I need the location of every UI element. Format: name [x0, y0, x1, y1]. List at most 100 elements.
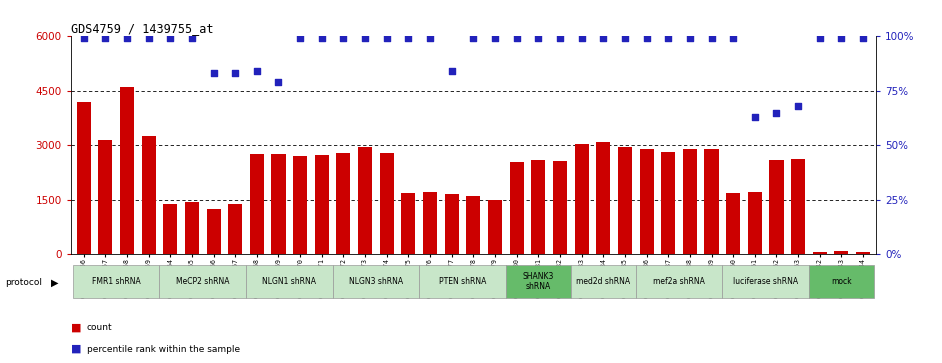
Text: NLGN1 shRNA: NLGN1 shRNA: [262, 277, 317, 286]
Bar: [380, 153, 394, 254]
Bar: [466, 196, 480, 254]
Text: SHANK3
shRNA: SHANK3 shRNA: [523, 272, 554, 291]
Bar: [358, 147, 372, 254]
Bar: [856, 252, 870, 254]
Bar: [401, 193, 415, 254]
Point: [855, 36, 870, 41]
Point: [574, 36, 589, 41]
Text: count: count: [87, 323, 112, 332]
Point: [769, 110, 784, 115]
Text: MeCP2 shRNA: MeCP2 shRNA: [176, 277, 230, 286]
Bar: [76, 102, 90, 254]
Bar: [336, 153, 350, 254]
Bar: [73, 265, 159, 298]
Bar: [726, 193, 740, 254]
Text: ■: ■: [71, 344, 81, 354]
Bar: [571, 265, 636, 298]
Bar: [705, 149, 719, 254]
Bar: [723, 265, 809, 298]
Text: ▶: ▶: [51, 277, 58, 287]
Point: [98, 36, 113, 41]
Bar: [618, 147, 632, 254]
Point: [747, 114, 762, 120]
Text: NLGN3 shRNA: NLGN3 shRNA: [349, 277, 403, 286]
Point: [725, 36, 740, 41]
Bar: [661, 152, 675, 254]
Point: [228, 70, 243, 76]
Bar: [510, 162, 524, 254]
Point: [445, 68, 460, 74]
Point: [812, 36, 827, 41]
Bar: [770, 160, 784, 254]
Bar: [120, 87, 134, 254]
Bar: [809, 265, 874, 298]
Bar: [683, 149, 697, 254]
Text: med2d shRNA: med2d shRNA: [577, 277, 630, 286]
Bar: [813, 252, 827, 254]
Point: [76, 36, 91, 41]
Bar: [575, 144, 589, 254]
Bar: [423, 192, 437, 254]
Bar: [835, 251, 849, 254]
Point: [617, 36, 632, 41]
Bar: [748, 192, 762, 254]
Point: [141, 36, 156, 41]
Point: [185, 36, 200, 41]
Bar: [640, 149, 654, 254]
Bar: [293, 156, 307, 254]
Bar: [228, 204, 242, 254]
Bar: [531, 160, 545, 254]
Point: [704, 36, 719, 41]
Bar: [141, 136, 155, 254]
Bar: [185, 202, 199, 254]
Point: [639, 36, 654, 41]
Bar: [636, 265, 723, 298]
Point: [509, 36, 524, 41]
Bar: [506, 265, 571, 298]
Text: protocol: protocol: [5, 278, 41, 287]
Text: percentile rank within the sample: percentile rank within the sample: [87, 345, 240, 354]
Bar: [333, 265, 419, 298]
Bar: [419, 265, 506, 298]
Bar: [206, 209, 220, 254]
Point: [380, 36, 395, 41]
Bar: [246, 265, 333, 298]
Point: [660, 36, 675, 41]
Bar: [163, 204, 177, 254]
Point: [682, 36, 697, 41]
Point: [163, 36, 178, 41]
Bar: [553, 161, 567, 254]
Point: [423, 36, 438, 41]
Bar: [250, 154, 264, 254]
Bar: [791, 159, 805, 254]
Bar: [488, 200, 502, 254]
Text: PTEN shRNA: PTEN shRNA: [439, 277, 486, 286]
Text: mef2a shRNA: mef2a shRNA: [653, 277, 705, 286]
Bar: [315, 155, 329, 254]
Point: [834, 36, 849, 41]
Point: [250, 68, 265, 74]
Text: ■: ■: [71, 322, 81, 332]
Text: GDS4759 / 1439755_at: GDS4759 / 1439755_at: [71, 22, 213, 35]
Point: [206, 70, 221, 76]
Point: [401, 36, 416, 41]
Text: luciferase shRNA: luciferase shRNA: [733, 277, 798, 286]
Point: [271, 79, 286, 85]
Point: [465, 36, 480, 41]
Point: [790, 103, 805, 109]
Bar: [596, 142, 610, 254]
Point: [358, 36, 373, 41]
Bar: [445, 194, 459, 254]
Bar: [98, 140, 112, 254]
Point: [552, 36, 567, 41]
Point: [293, 36, 308, 41]
Point: [487, 36, 502, 41]
Text: FMR1 shRNA: FMR1 shRNA: [91, 277, 140, 286]
Bar: [159, 265, 246, 298]
Point: [315, 36, 330, 41]
Bar: [271, 154, 285, 254]
Text: mock: mock: [831, 277, 852, 286]
Point: [336, 36, 351, 41]
Point: [595, 36, 610, 41]
Point: [530, 36, 545, 41]
